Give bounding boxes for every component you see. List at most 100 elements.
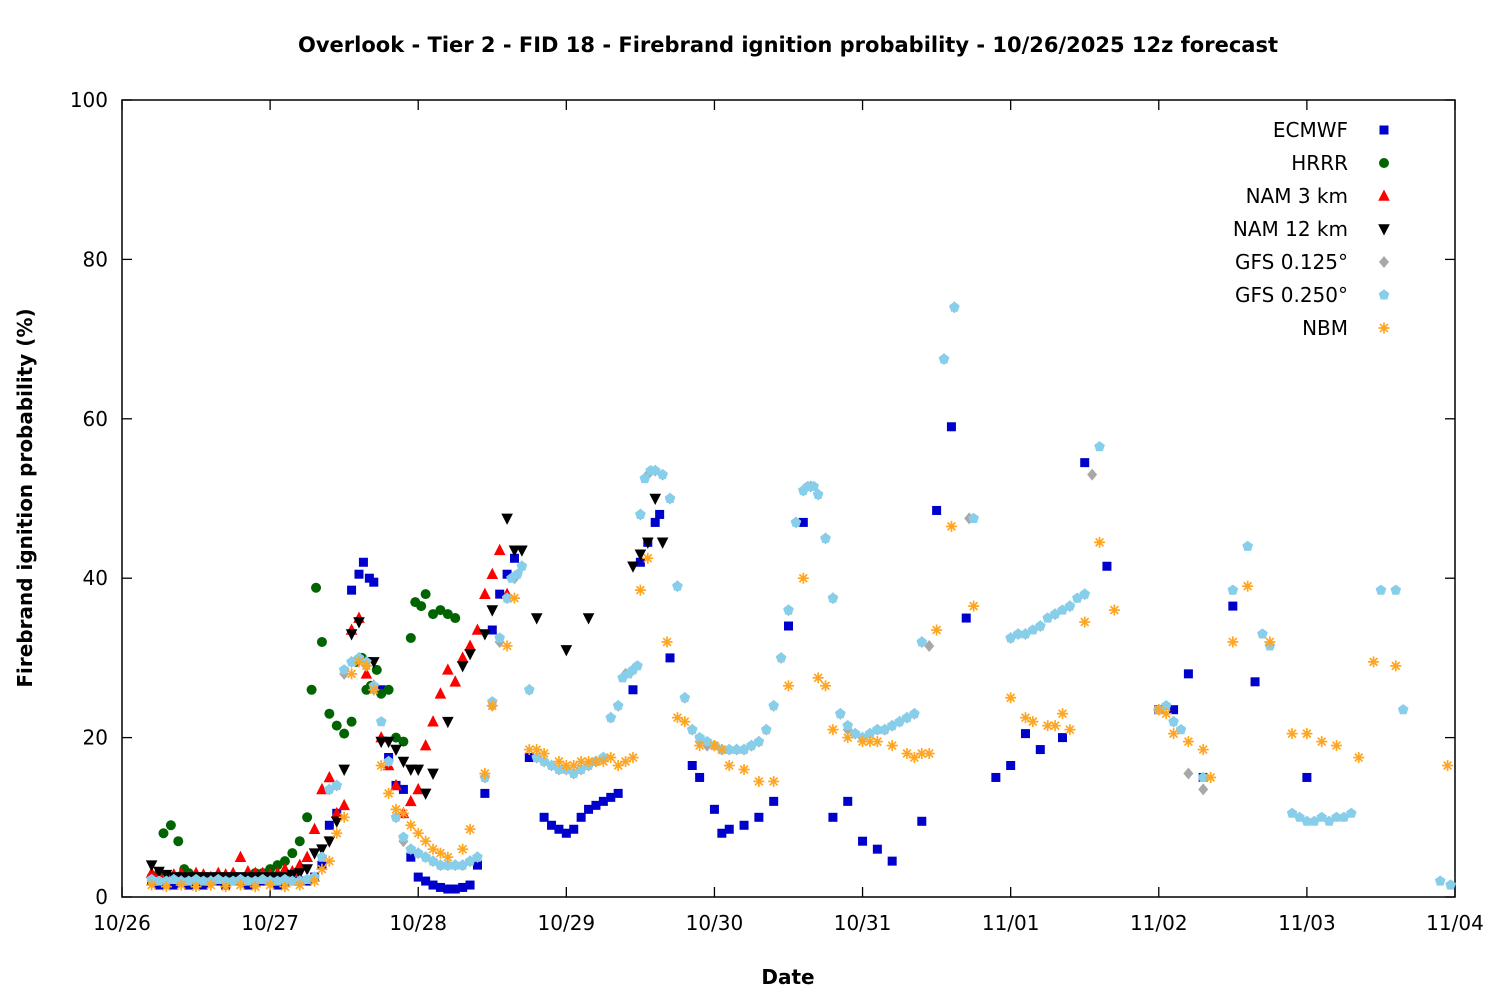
data-point [435,859,446,870]
data-point [1397,704,1409,715]
data-point [1264,636,1276,648]
data-point [338,811,350,823]
data-point [272,860,283,871]
data-point [820,680,832,692]
y-axis-label: Firebrand ignition probability (%) [13,308,37,687]
data-point [234,879,246,891]
data-point [516,545,528,557]
data-point [1379,158,1389,168]
data-point [287,875,298,886]
data-point [612,700,624,711]
data-point [1049,608,1061,619]
data-point [923,748,935,760]
data-point [512,568,523,579]
data-point [894,716,905,727]
data-point [1198,783,1209,796]
data-point [375,759,387,771]
legend-label: NAM 3 km [1246,184,1348,208]
data-point [1064,600,1076,611]
legend-entry: ECMWF [1273,118,1389,142]
data-point [346,716,357,727]
legend: ECMWF HRRR NAM 3 km NAM 12 km GFS 0.125° GFS … [1233,118,1390,340]
data-point [569,824,579,834]
legend-label: GFS 0.250° [1235,283,1348,307]
data-point [1079,616,1091,628]
data-point [1035,745,1045,755]
data-point [412,827,424,839]
data-point [338,664,350,675]
data-point [1049,720,1061,732]
data-point [442,609,453,620]
data-point [368,684,380,696]
data-point [493,543,506,556]
data-point [1442,759,1454,771]
data-point [456,661,469,673]
legend-entry: HRRR [1291,151,1389,175]
data-point [456,651,469,663]
data-point [472,860,482,870]
data-point [769,796,779,806]
series-nbm [146,520,1454,893]
data-point [479,767,491,779]
data-point [606,792,616,802]
data-point [382,736,395,749]
data-point [383,755,394,766]
data-point [458,882,468,892]
data-point [560,645,573,657]
data-point [1005,692,1017,704]
data-point [487,625,497,635]
data-point [1042,612,1053,623]
data-point [323,836,336,848]
data-point [434,687,447,699]
data-point [775,652,787,663]
data-point [412,764,425,776]
data-point [173,836,184,847]
data-point [397,807,409,819]
data-point [639,473,651,484]
data-point [1378,189,1390,201]
data-point [560,759,572,771]
data-point [842,720,854,731]
data-point [153,866,165,878]
data-point [798,517,808,527]
data-point [308,822,321,835]
data-point [887,856,897,866]
legend-entry: GFS 0.125° [1235,250,1389,274]
data-point [450,613,461,624]
data-point [1323,815,1335,826]
data-point [1205,771,1217,783]
data-point [1368,656,1380,668]
data-point [1058,733,1068,743]
data-point [346,668,358,680]
data-point [501,513,513,525]
data-point [190,873,202,884]
data-point [679,692,691,703]
data-point [1027,716,1039,728]
data-point [405,819,417,831]
legend-label: NAM 12 km [1233,217,1348,241]
data-point [694,740,706,752]
data-point [738,763,750,775]
data-point [480,788,490,798]
data-point [568,759,580,771]
data-point [783,680,794,692]
y-tick-label: 40 [83,566,108,590]
data-point [886,720,898,731]
data-point [968,600,980,612]
x-axis-label: Date [761,965,814,989]
y-tick-label: 20 [83,726,108,750]
data-point [449,859,461,870]
data-point [783,604,794,615]
data-point [279,881,291,893]
legend-entry: NAM 12 km [1233,217,1390,241]
data-point [754,812,764,822]
data-point [358,557,368,567]
data-point [538,748,550,760]
data-point [353,617,365,629]
data-point [790,516,802,527]
data-point [1027,624,1039,635]
data-point [1227,584,1239,595]
data-point [827,724,839,736]
data-point [687,760,697,770]
data-point [1072,592,1083,603]
